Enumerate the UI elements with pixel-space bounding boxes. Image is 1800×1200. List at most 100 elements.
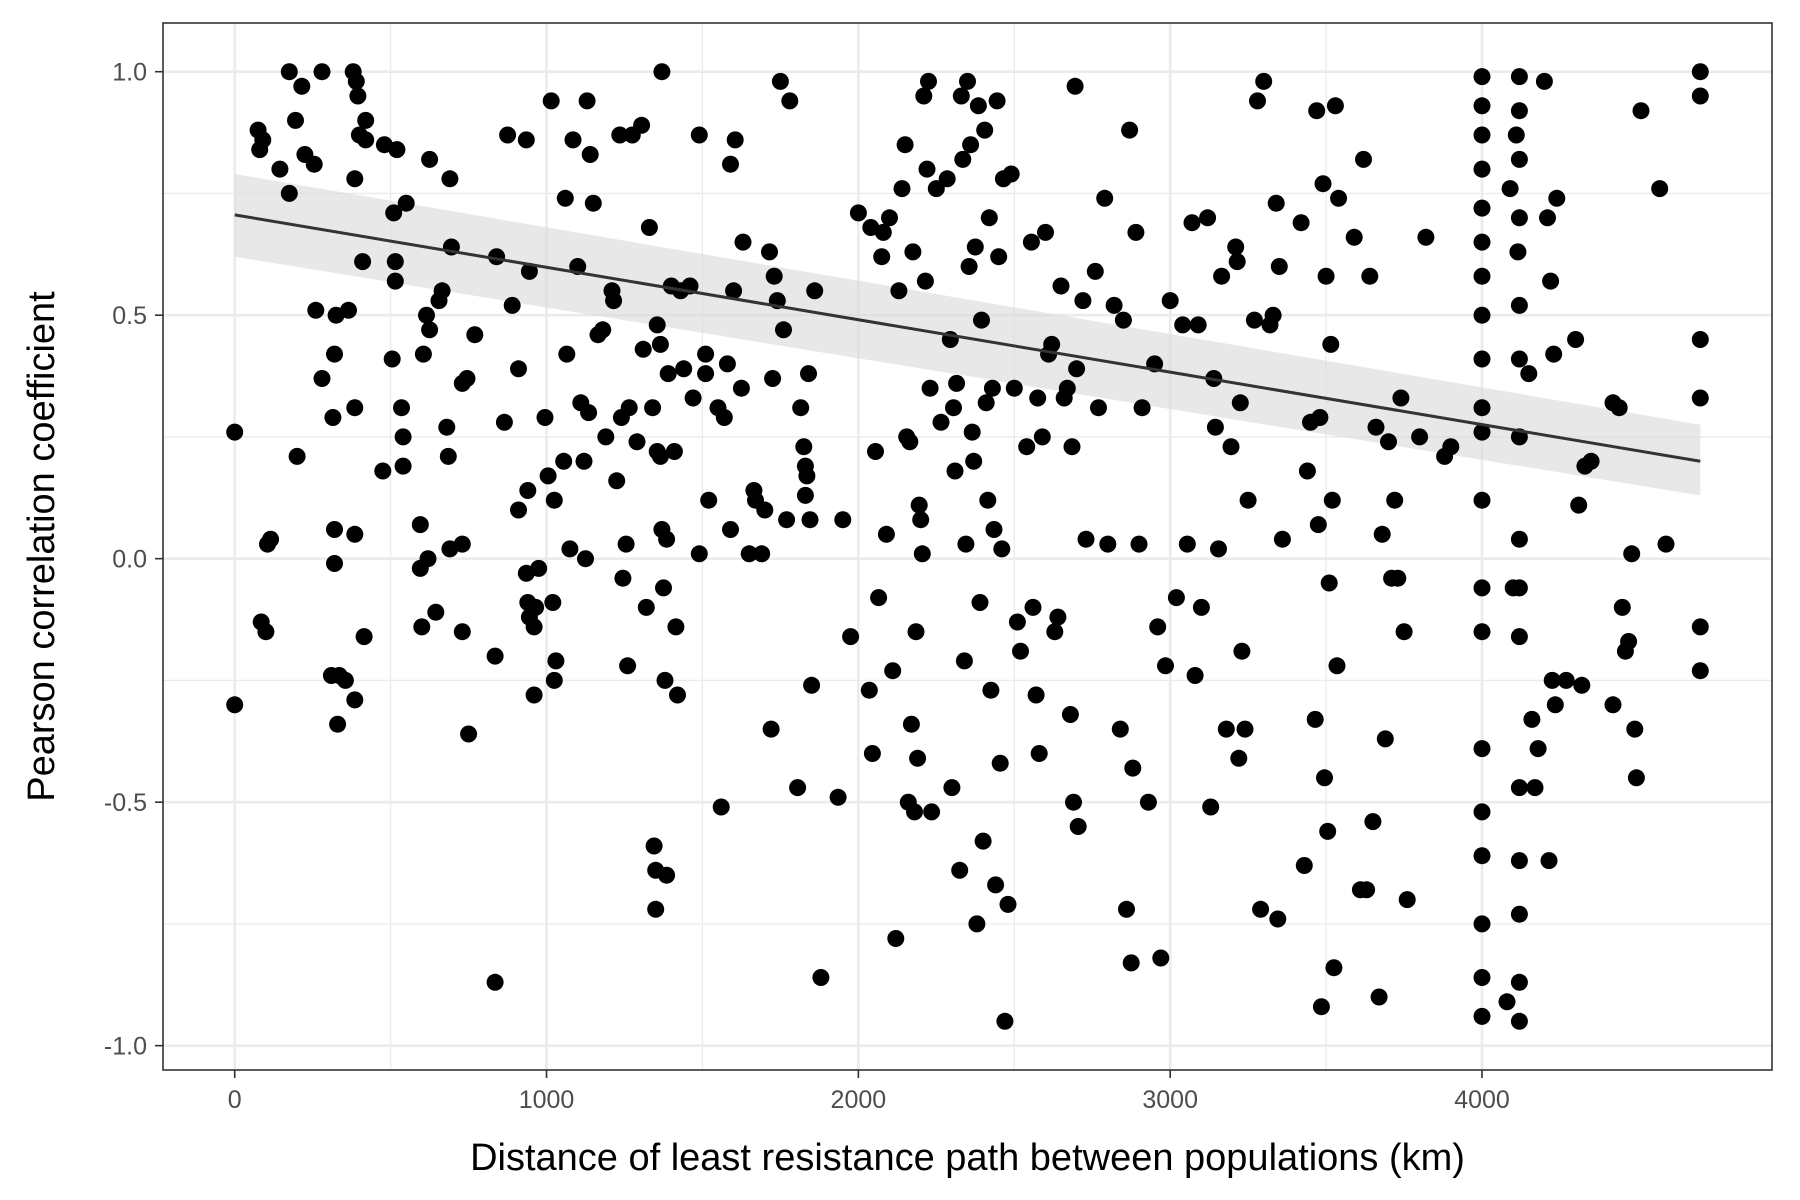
data-point [453,623,471,641]
data-point [544,594,562,611]
data-point [761,243,778,261]
data-point [597,428,615,446]
data-point [1582,452,1600,470]
data-point [1392,389,1410,407]
data-point [1189,316,1207,334]
data-point [1295,857,1313,874]
data-point [916,272,934,290]
data-point [545,491,563,509]
data-point [806,282,824,300]
data-point [915,87,933,105]
data-point [973,311,990,329]
data-point [651,447,669,465]
data-point [427,603,445,621]
data-point [287,111,304,129]
data-point [675,360,693,378]
data-point [1086,262,1104,280]
data-point [697,345,715,363]
x-tick-label: 3000 [1142,1086,1198,1114]
data-point [1178,535,1196,553]
data-point [1077,530,1095,548]
data-point [968,915,986,933]
data-point [996,1012,1014,1030]
data-point [1473,267,1491,285]
data-point [293,77,311,95]
data-point [388,141,406,159]
data-point [1510,628,1528,646]
data-point [555,452,573,470]
data-point [1002,165,1020,183]
data-point [999,895,1017,913]
data-point [881,209,898,227]
data-point [637,598,655,616]
data-point [438,418,456,436]
data-point [943,779,961,797]
data-point [901,433,919,451]
data-point [1319,822,1337,840]
data-point [1411,428,1429,446]
data-point [542,92,560,110]
data-point [658,866,676,884]
data-point [1065,793,1082,811]
data-point [1322,335,1340,353]
data-point [1133,399,1151,417]
data-point [226,423,244,441]
x-tick-label: 4000 [1454,1086,1510,1114]
data-point [1373,525,1391,543]
data-point [578,92,596,110]
data-point [971,594,989,611]
data-point [346,399,364,417]
data-point [1330,189,1348,207]
data-point [1573,676,1591,694]
y-tick-label: -0.5 [104,789,147,817]
data-point [1264,306,1282,324]
data-point [1473,199,1491,217]
data-point [519,482,537,499]
data-point [781,92,799,110]
data-point [974,832,992,850]
data-point [640,219,658,236]
data-point [1358,881,1376,899]
data-point [1548,189,1566,207]
data-point [556,189,574,207]
data-point [874,223,892,241]
data-point [1029,389,1047,407]
data-point [510,360,527,378]
data-point [1069,818,1087,835]
data-point [873,248,891,266]
data-point [1099,535,1117,553]
data-point [923,803,941,821]
data-point [1066,77,1084,95]
data-point [257,623,275,641]
data-point [945,399,962,417]
data-point [349,87,367,105]
data-point [1326,97,1344,115]
data-point [577,550,594,568]
data-point [1510,68,1528,86]
data-point [1510,1012,1528,1030]
data-point [1632,102,1650,120]
data-point [1364,813,1382,831]
y-axis-title: Pearson correlation coefficient [21,291,63,802]
data-point [421,150,439,168]
data-point [525,686,543,704]
data-point [1473,399,1491,417]
data-point [1651,180,1669,198]
data-point [564,131,582,149]
data-point [1545,345,1563,363]
data-point [985,521,1003,538]
data-point [1691,87,1709,105]
data-point [1206,418,1224,436]
data-point [927,180,945,198]
confidence-band [234,173,1701,496]
data-point [1231,394,1249,412]
data-point [1096,189,1114,207]
data-point [909,749,927,767]
data-point [262,530,280,548]
data-point [486,973,504,991]
data-point [756,501,774,519]
data-point [976,121,994,139]
data-point [658,530,676,548]
data-point [439,447,457,465]
trend-line-group [234,213,1701,463]
